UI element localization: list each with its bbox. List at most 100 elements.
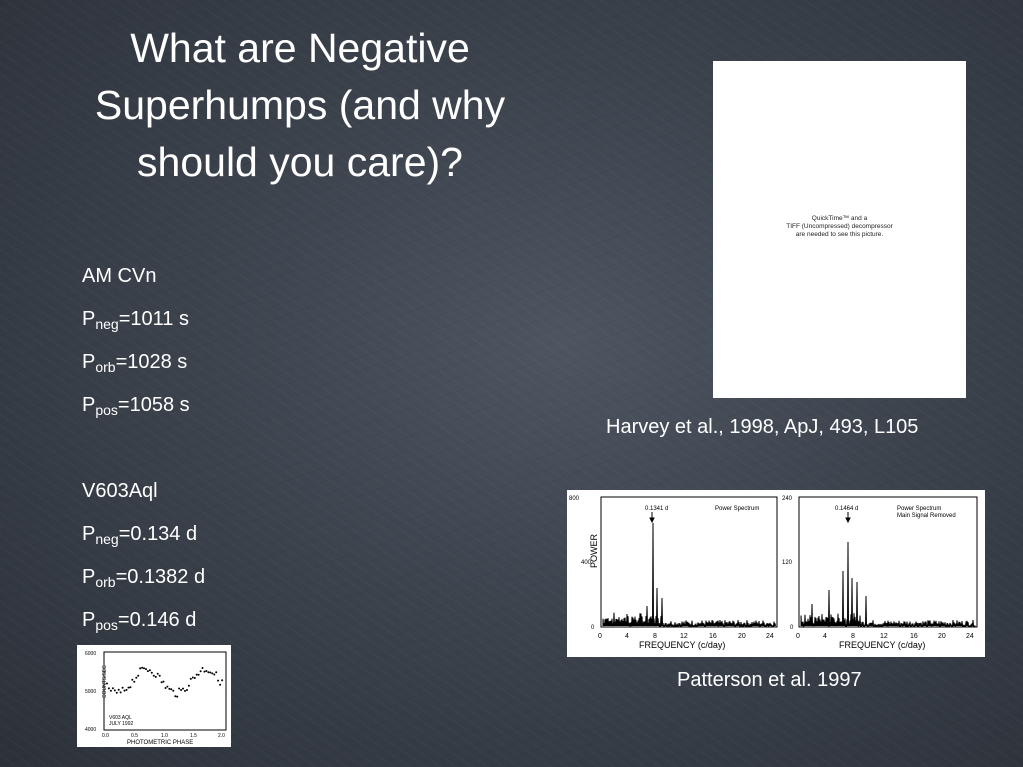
light-curve-point <box>164 687 167 689</box>
light-curve-point <box>146 670 149 673</box>
title-line: should you care)? <box>137 139 463 185</box>
light-curve-point <box>117 688 120 691</box>
light-curve-point <box>189 677 192 680</box>
svg-text:16: 16 <box>709 633 717 640</box>
svg-text:0.5: 0.5 <box>131 733 138 739</box>
lc-annotation: V603 AQL <box>109 715 132 721</box>
light-curve-point <box>187 684 190 687</box>
citation-harvey: Harvey et al., 1998, ApJ, 493, L105 <box>606 416 919 438</box>
svg-text:12: 12 <box>680 633 688 640</box>
citation-patterson: Patterson et al. 1997 <box>677 669 862 691</box>
ps-right-ytick: 120 <box>782 560 793 566</box>
lc-ylabel: COUNTS/SEC <box>102 665 108 698</box>
period-neg-am-cvn: Pneg=1011 s <box>82 308 189 332</box>
slide-title: What are Negative Superhumps (and why sh… <box>40 20 560 191</box>
light-curve-point <box>172 689 175 692</box>
svg-text:20: 20 <box>738 633 746 640</box>
light-curve-point <box>109 689 112 692</box>
period-neg-v603aql: Pneg=0.134 d <box>82 523 198 547</box>
svg-text:0: 0 <box>796 633 800 640</box>
svg-text:4: 4 <box>625 633 629 640</box>
light-curve-point <box>184 689 186 692</box>
light-curve-point <box>135 676 138 679</box>
ps-right-xlabel: FREQUENCY (c/day) <box>839 640 925 650</box>
light-curve-point <box>166 685 169 688</box>
ps-left-ytick: 800 <box>569 496 580 502</box>
period-pos-am-cvn: Ppos=1058 s <box>82 394 190 418</box>
light-curve-point <box>150 671 153 674</box>
light-curve-point <box>199 670 202 673</box>
light-curve-point <box>133 680 136 683</box>
lc-annotation: JULY 1992 <box>109 721 133 727</box>
svg-text:0: 0 <box>598 633 602 640</box>
light-curve-point <box>113 689 116 692</box>
light-curve-point <box>193 677 196 679</box>
light-curve-point <box>170 688 173 691</box>
period-pos-v603aql: Ppos=0.146 d <box>82 609 197 633</box>
light-curve-point <box>197 673 200 676</box>
svg-text:12: 12 <box>880 633 888 640</box>
light-curve-svg: COUNTS/SEC 6000 5000 4000 0.0 0.5 1.0 1.… <box>85 651 227 746</box>
light-curve-point <box>121 686 124 689</box>
light-curve-point <box>111 687 114 690</box>
light-curve-point <box>207 671 210 674</box>
light-curve-point <box>119 691 122 694</box>
ps-left-peak-label: 0.1341 d <box>645 506 668 512</box>
svg-text:4: 4 <box>823 633 827 640</box>
ps-right-ytick: 0 <box>790 625 794 631</box>
period-orb-v603aql: Porb=0.1382 d <box>82 566 206 590</box>
light-curve-point <box>123 689 126 692</box>
light-curve-point <box>127 686 130 689</box>
lc-xticks: 0.0 0.5 1.0 1.5 2.0 <box>102 733 225 739</box>
svg-text:2.0: 2.0 <box>218 733 225 739</box>
light-curve-point <box>221 679 224 682</box>
light-curve-point <box>131 678 134 681</box>
light-curve-point <box>209 671 212 674</box>
ps-left-xticks: 0 4 8 12 16 20 24 <box>598 633 774 640</box>
ps-left-panel-title: Power Spectrum <box>715 506 759 512</box>
ps-left-ytick: 400 <box>581 560 592 566</box>
quicktime-message: QuickTime™ and a TIFF (Uncompressed) dec… <box>786 215 893 238</box>
light-curve-point <box>115 691 118 694</box>
light-curve-point <box>145 668 147 671</box>
light-curve-point <box>178 687 181 690</box>
light-curve-point <box>201 667 204 669</box>
ps-right-ytick: 240 <box>782 496 793 502</box>
svg-text:8: 8 <box>653 633 657 640</box>
ps-ylabel: POWER <box>589 533 599 568</box>
light-curve-point <box>182 687 184 690</box>
ps-right-panel-title: Power Spectrum <box>897 506 941 512</box>
quicktime-image-placeholder: QuickTime™ and a TIFF (Uncompressed) dec… <box>713 61 966 398</box>
object-name-am-cvn: AM CVn <box>82 265 157 287</box>
svg-text:8: 8 <box>851 633 855 640</box>
object-name-v603aql: V603Aql <box>82 480 158 502</box>
light-curve-point <box>158 674 161 677</box>
light-curve-point <box>160 681 163 684</box>
title-line: Superhumps (and why <box>94 82 506 128</box>
light-curve-point <box>176 695 179 698</box>
svg-text:24: 24 <box>766 633 774 640</box>
light-curve-point <box>107 687 110 690</box>
lc-ytick: 6000 <box>85 651 96 657</box>
svg-text:16: 16 <box>910 633 918 640</box>
light-curve-point <box>174 695 177 698</box>
ps-left-ytick: 0 <box>591 625 595 631</box>
light-curve-point <box>191 676 194 679</box>
light-curve-point <box>168 687 171 690</box>
svg-text:1.5: 1.5 <box>190 733 197 739</box>
light-curve-point <box>137 674 140 677</box>
light-curve-point <box>205 670 208 672</box>
light-curve-point <box>141 666 144 669</box>
light-curve-point <box>219 683 222 686</box>
light-curve-point <box>143 667 145 670</box>
light-curve-point <box>195 673 198 676</box>
light-curve-point <box>180 689 183 691</box>
light-curve-point <box>106 682 108 685</box>
period-parameters: AM CVn Pneg=1011 s Porb=1028 s Ppos=1058… <box>82 261 205 648</box>
light-curve-point <box>203 670 206 673</box>
light-curve-point <box>152 674 155 677</box>
ps-right-peak-label: 0.1464 d <box>835 506 858 512</box>
ps-right-panel-subtitle: Main Signal Removed <box>897 513 956 519</box>
ps-left-xlabel: FREQUENCY (c/day) <box>639 640 725 650</box>
light-curve-point <box>148 669 151 672</box>
